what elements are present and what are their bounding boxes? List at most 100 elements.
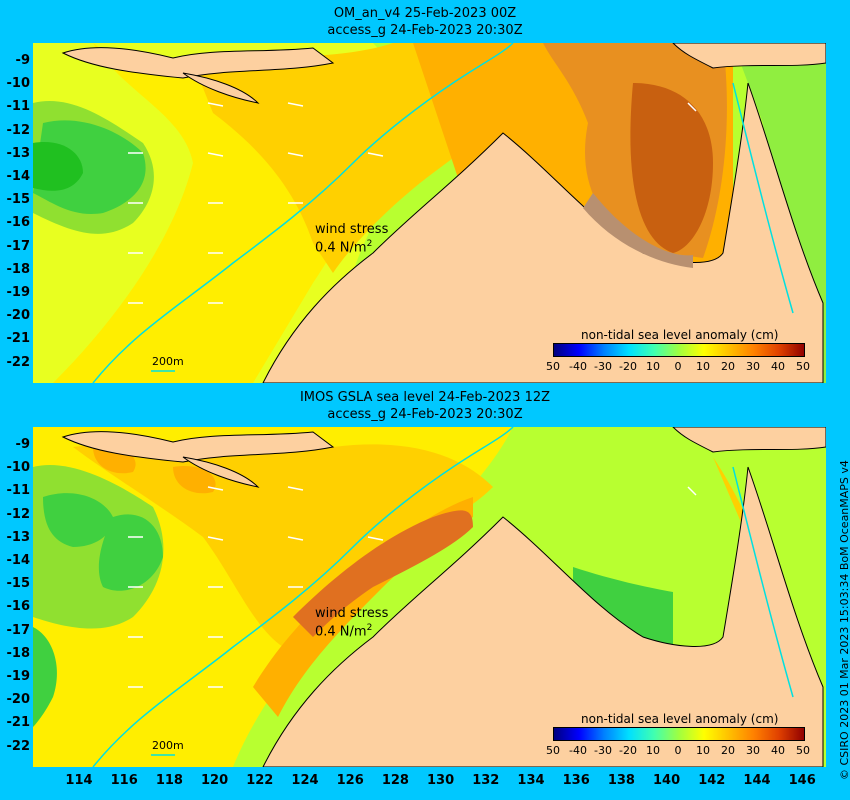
longitude-tick-label: 114 xyxy=(65,773,93,788)
longitude-tick-label: 132 xyxy=(472,773,500,788)
colorbar-tick-label: 10 xyxy=(696,744,710,757)
new-guinea-land xyxy=(672,427,826,453)
latitude-tick-label: -16 xyxy=(6,599,31,615)
top-isobath-label: 200m xyxy=(152,355,184,368)
colorbar-tick-label: 10 xyxy=(646,744,660,757)
top-wind-stress-label: wind stress 0.4 N/m2 xyxy=(315,222,389,256)
latitude-tick-label: -21 xyxy=(6,715,31,731)
sea-field-dark-band xyxy=(293,510,473,637)
latitude-tick-label: -9 xyxy=(15,53,30,68)
sea-field-dark-orange xyxy=(630,83,713,253)
longitude-tick-label: 134 xyxy=(517,773,545,788)
longitude-tick-label: 126 xyxy=(336,773,364,788)
latitude-tick-label: -20 xyxy=(6,692,31,708)
sea-field-amber xyxy=(73,444,493,647)
latitude-tick-label: -12 xyxy=(6,122,31,138)
top-panel-title-line1: OM_an_v4 25-Feb-2023 00Z xyxy=(333,6,517,21)
top-colorbar xyxy=(553,343,805,357)
latitude-tick-label: -21 xyxy=(6,331,31,347)
colorbar-tick-label: -30 xyxy=(594,744,612,757)
latitude-tick-label: -15 xyxy=(6,192,31,208)
new-guinea-land xyxy=(672,43,826,69)
colorbar-tick-label: 40 xyxy=(771,744,785,757)
latitude-tick-label: -10 xyxy=(6,76,31,92)
latitude-tick-label: -16 xyxy=(6,215,31,231)
longitude-tick-label: 118 xyxy=(155,773,183,788)
isobath-gulf-line xyxy=(732,82,794,314)
latitude-tick-label: -14 xyxy=(6,169,31,184)
bottom-colorbar-title: non-tidal sea level anomaly (cm) xyxy=(581,712,779,726)
top-colorbar-title: non-tidal sea level anomaly (cm) xyxy=(581,328,779,342)
longitude-tick-label: 128 xyxy=(381,773,409,788)
latitude-tick-label: -20 xyxy=(6,308,31,324)
bottom-isobath-label: 200m xyxy=(152,739,184,752)
latitude-tick-label: -14 xyxy=(6,553,31,568)
colorbar-tick-label: 50 xyxy=(796,744,810,757)
top-map-svg xyxy=(33,43,826,383)
colorbar-tick-label: 50 xyxy=(546,744,560,757)
colorbar-tick-label: 0 xyxy=(674,360,682,373)
latitude-tick-label: -13 xyxy=(6,145,31,161)
longitude-tick-label: 142 xyxy=(698,773,726,788)
colorbar-tick-label: 30 xyxy=(746,744,760,757)
latitude-tick-label: -17 xyxy=(6,622,31,638)
colorbar-tick-label: 30 xyxy=(746,360,760,373)
latitude-tick-label: -11 xyxy=(6,483,31,499)
colorbar-tick-label: 10 xyxy=(646,360,660,373)
colorbar-tick-label: -20 xyxy=(619,360,637,373)
colorbar-tick-label: -20 xyxy=(619,744,637,757)
isobath-200m-line xyxy=(92,43,514,383)
bottom-map-svg xyxy=(33,427,826,767)
colorbar-tick-label: 50 xyxy=(796,360,810,373)
longitude-tick-label: 140 xyxy=(653,773,681,788)
latitude-tick-label: -13 xyxy=(6,529,31,545)
timor-island xyxy=(182,72,260,104)
sea-field-orange-spots xyxy=(93,446,216,494)
latitude-tick-label: -22 xyxy=(6,738,31,754)
colorbar-tick-label: 0 xyxy=(674,744,682,757)
colorbar-tick-label: -30 xyxy=(594,360,612,373)
isobath-200m-line xyxy=(92,427,514,767)
latitude-tick-label: -18 xyxy=(6,261,31,277)
bottom-map-panel[interactable]: wind stress 0.4 N/m2 200m non-tidal sea … xyxy=(33,427,826,767)
sea-field-green xyxy=(43,493,163,591)
longitude-tick-label: 144 xyxy=(743,773,771,788)
colorbar-tick-label: 10 xyxy=(696,360,710,373)
bottom-wind-stress-label: wind stress 0.4 N/m2 xyxy=(315,606,389,640)
bottom-panel-title-line2: access_g 24-Feb-2023 20:30Z xyxy=(327,407,523,422)
australia-land xyxy=(262,466,824,767)
longitude-tick-label: 146 xyxy=(788,773,816,788)
sea-field-green xyxy=(33,120,146,214)
colorbar-tick-label: 20 xyxy=(721,360,735,373)
top-map-panel[interactable]: wind stress 0.4 N/m2 200m non-tidal sea … xyxy=(33,43,826,383)
latitude-tick-label: -15 xyxy=(6,576,31,592)
colorbar-tick-label: -40 xyxy=(569,744,587,757)
timor-island xyxy=(182,456,260,488)
bottom-panel-title-line1: IMOS GSLA sea level 24-Feb-2023 12Z xyxy=(299,390,551,405)
longitude-tick-label: 122 xyxy=(246,773,274,788)
bottom-colorbar xyxy=(553,727,805,741)
indonesia-islands xyxy=(61,47,335,79)
longitude-tick-label: 130 xyxy=(427,773,455,788)
credit-text: © CSIRO 2023 01 Mar 2023 15:03:34 BoM Oc… xyxy=(838,460,850,780)
longitude-tick-label: 116 xyxy=(110,773,138,788)
latitude-tick-label: -17 xyxy=(6,238,31,254)
gulf-green-patch xyxy=(573,567,673,652)
sea-field-green-south xyxy=(33,627,57,727)
longitude-tick-label: 138 xyxy=(607,773,635,788)
top-panel-title-line2: access_g 24-Feb-2023 20:30Z xyxy=(327,23,523,38)
longitude-tick-label: 136 xyxy=(562,773,590,788)
isobath-gulf-line xyxy=(732,466,794,698)
colorbar-tick-label: 20 xyxy=(721,744,735,757)
latitude-tick-label: -12 xyxy=(6,506,31,522)
colorbar-tick-label: -40 xyxy=(569,360,587,373)
latitude-tick-label: -10 xyxy=(6,460,31,476)
latitude-tick-label: -19 xyxy=(6,285,31,300)
longitude-tick-label: 120 xyxy=(201,773,229,788)
indonesia-islands xyxy=(61,431,335,463)
latitude-tick-label: -18 xyxy=(6,645,31,661)
sea-field-darkgreen xyxy=(33,142,83,191)
wind-arrows xyxy=(128,102,697,304)
latitude-tick-label: -11 xyxy=(6,99,31,115)
latitude-tick-label: -22 xyxy=(6,354,31,370)
